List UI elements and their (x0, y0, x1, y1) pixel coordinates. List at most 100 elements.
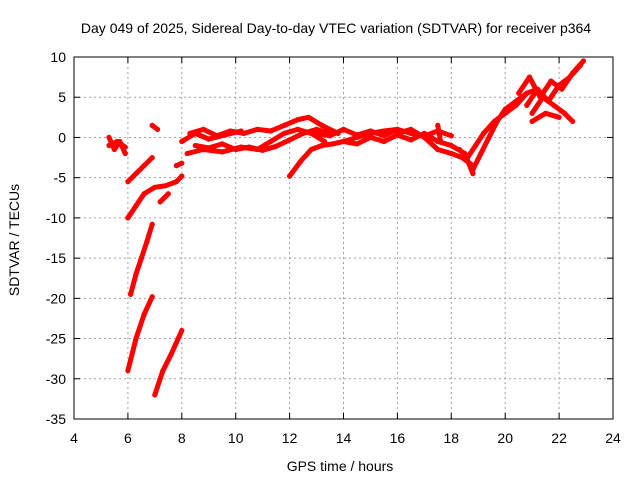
data-point (561, 110, 568, 116)
x-tick-label: 24 (605, 430, 621, 446)
data-point (219, 141, 225, 147)
data-point (287, 137, 293, 143)
data-point (456, 146, 462, 153)
data-point (448, 150, 454, 157)
data-point (111, 146, 117, 153)
data-point (149, 221, 155, 227)
series-track-w (524, 62, 584, 108)
data-point (354, 132, 360, 138)
data-point (106, 134, 112, 140)
data-point (556, 114, 562, 120)
data-point (273, 143, 279, 149)
data-point (556, 82, 562, 88)
data-point (516, 90, 522, 96)
data-point (179, 138, 185, 145)
x-tick-label: 16 (390, 430, 406, 446)
data-point (448, 142, 454, 149)
data-point (526, 74, 533, 80)
data-point (160, 368, 166, 374)
data-point (125, 368, 131, 374)
data-point (281, 122, 287, 128)
grid-layer (74, 57, 613, 419)
x-tick-label: 8 (178, 430, 186, 446)
series-track-i (125, 294, 155, 374)
data-point (481, 130, 487, 136)
data-point (470, 171, 476, 177)
data-point (233, 146, 239, 153)
x-tick-label: 14 (336, 430, 352, 446)
data-point (435, 122, 441, 128)
data-point (340, 138, 347, 145)
data-point (367, 128, 374, 134)
data-point (524, 102, 530, 108)
x-tick-label: 22 (551, 430, 567, 446)
y-tick-label: -10 (46, 210, 66, 226)
data-point (340, 126, 347, 132)
data-point (448, 133, 454, 139)
data-point (179, 327, 185, 334)
data-point (551, 102, 557, 108)
x-tick-label: 10 (228, 430, 244, 446)
data-point (408, 137, 414, 143)
y-tick-label: 5 (58, 89, 66, 105)
data-point (464, 155, 471, 161)
data-point (473, 142, 479, 149)
data-point (222, 132, 228, 138)
data-point (367, 134, 374, 140)
data-point (319, 142, 325, 149)
data-point (114, 138, 120, 145)
data-point (179, 173, 185, 179)
y-tick-label: -30 (46, 371, 66, 387)
data-point (314, 126, 320, 132)
y-tick-label: -35 (46, 411, 66, 427)
data-point (138, 255, 144, 261)
data-point (381, 128, 387, 134)
data-point (287, 173, 293, 179)
data-point (295, 126, 301, 132)
data-point (154, 126, 161, 132)
data-point (524, 90, 530, 96)
data-point (133, 171, 139, 177)
data-point (421, 134, 427, 140)
data-point (149, 294, 155, 300)
data-point (192, 130, 198, 136)
data-point (478, 150, 484, 157)
x-axis-label: GPS time / hours (287, 458, 394, 474)
x-tick-label: 18 (444, 430, 460, 446)
y-tick-label: 10 (50, 49, 66, 65)
data-point (437, 138, 444, 145)
data-point (268, 128, 274, 134)
data-point (238, 128, 244, 134)
data-point (125, 179, 131, 185)
data-point (486, 134, 492, 140)
data-point (125, 215, 131, 221)
data-point (281, 130, 287, 136)
data-point (184, 150, 190, 157)
data-point (141, 311, 147, 317)
data-point (268, 138, 274, 145)
data-point (133, 203, 139, 209)
data-point (381, 138, 387, 145)
data-point (200, 126, 206, 132)
data-point (106, 142, 112, 149)
data-point (122, 144, 128, 150)
x-tick-label: 20 (497, 430, 513, 446)
data-point (354, 141, 360, 147)
data-point (529, 110, 535, 116)
y-tick-label: -15 (46, 250, 66, 266)
data-point (543, 110, 549, 116)
data-point (435, 146, 441, 153)
data-point (165, 191, 171, 197)
data-point (327, 133, 333, 139)
data-point (578, 62, 584, 68)
data-point (260, 147, 266, 153)
data-point (192, 142, 198, 149)
y-tick-label: 0 (58, 129, 66, 145)
series-layer (106, 58, 587, 398)
data-point (502, 110, 508, 116)
data-point (330, 141, 336, 147)
data-point (168, 352, 174, 358)
data-point (173, 179, 179, 185)
data-point (491, 118, 497, 124)
series-track-j (152, 328, 185, 398)
